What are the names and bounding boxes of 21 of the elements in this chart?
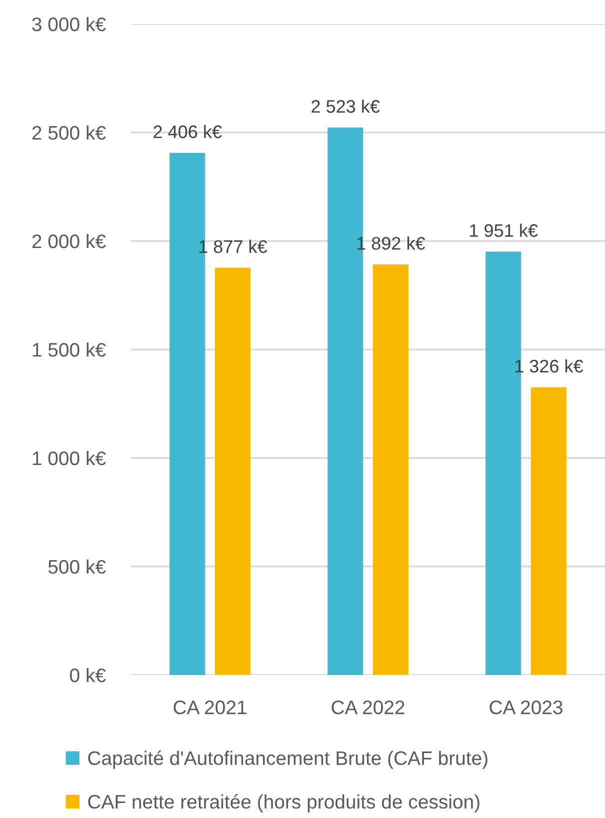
legend-label: Capacité d'Autofinancement Brute (CAF brute) (88, 750, 488, 769)
data-label: 2 406 k€ (154, 124, 222, 138)
data-label: 2 523 k€ (312, 100, 380, 113)
data-label: 1 951 k€ (470, 224, 538, 237)
y-tick-label: 2 000 k€ (32, 234, 106, 248)
y-tick-label: 2 500 k€ (32, 125, 106, 140)
bar (214, 268, 250, 675)
bar (372, 264, 408, 675)
bar (530, 387, 566, 675)
y-tick-label: 0 k€ (70, 668, 106, 682)
bar (328, 128, 364, 675)
y-tick-label: 1 000 k€ (32, 450, 106, 466)
x-tick-label: CA 2023 (490, 700, 562, 714)
x-tick-label: CA 2022 (332, 700, 404, 714)
y-tick-label: 3 000 k€ (32, 16, 106, 32)
x-tick-label: CA 2021 (174, 700, 246, 714)
y-tick-label: 500 k€ (48, 559, 106, 574)
bar (486, 252, 522, 675)
y-tick-label: 1 500 k€ (32, 342, 106, 357)
legend-label: CAF nette retraitée (hors produits de cession) (88, 794, 480, 813)
bar (170, 152, 206, 675)
